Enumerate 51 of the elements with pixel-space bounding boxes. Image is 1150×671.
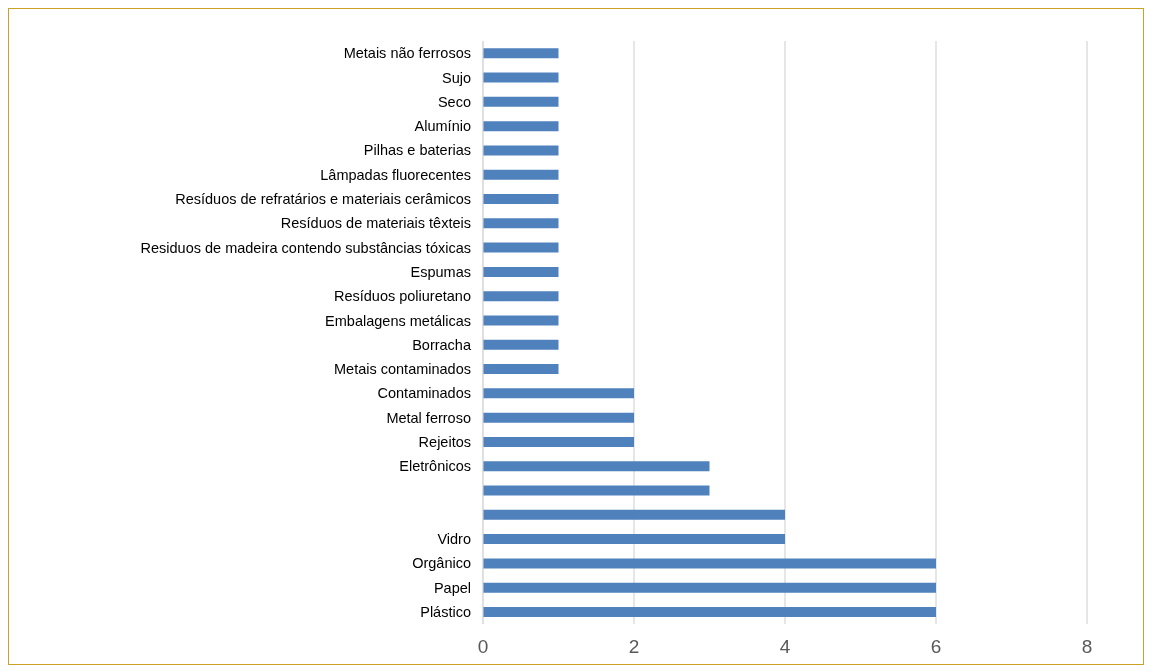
bar <box>483 534 785 545</box>
bar <box>483 266 559 277</box>
x-tick-label: 4 <box>779 636 791 658</box>
bar <box>483 96 559 107</box>
bar <box>483 461 710 472</box>
bar <box>483 48 559 59</box>
y-tick-label: Metais não ferrosos <box>343 45 471 62</box>
y-tick-label: Seco <box>437 93 471 110</box>
y-tick-label: Plástico <box>420 604 471 620</box>
bar <box>483 291 559 302</box>
bar <box>483 194 559 205</box>
bar <box>483 607 936 617</box>
bar <box>483 412 634 423</box>
bar <box>483 242 559 253</box>
bar <box>483 582 936 593</box>
y-tick-label: Residuos de madeira contendo substâncias tóxicas <box>140 239 471 256</box>
bar <box>483 388 634 399</box>
x-tick-label: 8 <box>1081 636 1093 658</box>
y-tick-label: Orgânico <box>412 555 471 572</box>
bar <box>483 218 559 229</box>
bar <box>483 485 710 496</box>
y-tick-label: Eletrônicos <box>399 458 471 475</box>
y-tick-label: Pilhas e baterias <box>363 142 471 159</box>
y-tick-label: Resíduos de refratários e materiais cerâmicos <box>175 191 471 208</box>
bar <box>483 72 559 83</box>
bar <box>483 339 559 350</box>
y-tick-label: Borracha <box>412 336 472 353</box>
y-tick-label: Espumas <box>410 263 471 280</box>
bar <box>483 121 559 132</box>
y-tick-label: Embalagens metálicas <box>325 312 471 329</box>
bar <box>483 315 559 326</box>
bar <box>483 436 634 447</box>
bar <box>483 364 559 375</box>
y-tick-label: Alumínio <box>414 118 471 135</box>
y-tick-label: Resíduos de materiais têxteis <box>280 215 471 232</box>
y-tick-label: Lâmpadas fluorecentes <box>320 166 471 183</box>
y-tick-label: Contaminados <box>377 385 471 402</box>
x-tick-label: 0 <box>477 636 489 658</box>
x-tick-label: 2 <box>628 636 640 658</box>
bar <box>483 145 559 156</box>
bar <box>483 558 936 569</box>
y-tick-label: Metais contaminados <box>333 361 471 378</box>
y-tick-label: Papel <box>433 579 471 596</box>
y-tick-label: Sujo <box>441 69 471 86</box>
y-tick-label: Resíduos poliuretano <box>333 288 471 305</box>
y-tick-label: Metal ferroso <box>386 409 471 426</box>
y-tick-label: Rejeitos <box>418 433 471 450</box>
bar <box>483 169 559 180</box>
y-tick-label: Vidro <box>437 531 471 548</box>
bar <box>483 509 785 520</box>
x-tick-label: 6 <box>930 636 942 658</box>
